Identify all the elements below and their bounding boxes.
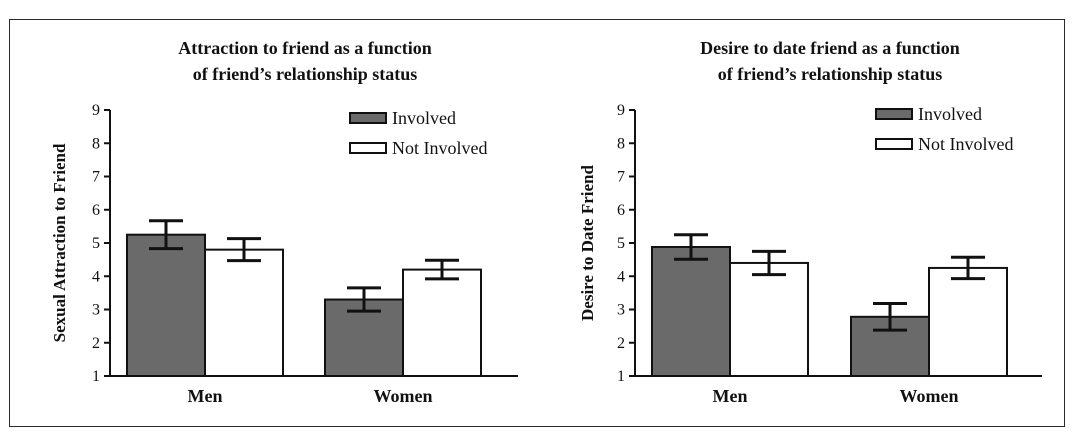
error-bar — [674, 233, 708, 261]
y-tick-label: 9 — [617, 102, 625, 119]
bar-not-involved-women — [402, 268, 482, 378]
x-category-label: Women — [899, 386, 958, 406]
y-tick-label: 1 — [92, 368, 100, 385]
bar-not-involved-men — [204, 248, 284, 377]
y-axis-label: Desire to Date Friend — [578, 164, 597, 320]
bar-not-involved-men — [729, 261, 809, 378]
error-bar — [149, 219, 183, 251]
error-bar — [347, 286, 381, 313]
chart-title-line: Desire to date friend as a function — [700, 38, 960, 58]
x-category-label: Women — [373, 386, 432, 406]
legend-label: Involved — [392, 108, 456, 128]
y-tick-label: 7 — [617, 169, 625, 186]
x-category-label: Men — [713, 386, 748, 406]
y-tick-label: 4 — [92, 268, 100, 285]
error-bar — [227, 237, 261, 263]
legend-swatch — [875, 108, 913, 120]
y-tick-label: 3 — [92, 302, 100, 319]
legend-label: Not Involved — [918, 134, 1013, 154]
y-tick-label: 5 — [92, 235, 100, 252]
error-bar — [951, 255, 985, 281]
y-tick-label: 6 — [92, 202, 100, 219]
error-bar — [425, 258, 459, 281]
y-tick-label: 7 — [92, 169, 100, 186]
error-bar — [873, 302, 907, 332]
chart-title-line: Attraction to friend as a function — [178, 38, 431, 58]
legend: Involved Not Involved — [349, 108, 487, 158]
x-category-label: Men — [188, 386, 223, 406]
chart-title-line: of friend’s relationship status — [718, 64, 943, 84]
legend-label: Not Involved — [392, 138, 487, 158]
bar-involved-men — [651, 245, 731, 377]
y-tick-label: 2 — [92, 335, 100, 352]
figure-frame — [9, 19, 1065, 427]
chart-title-line: of friend’s relationship status — [193, 64, 418, 84]
y-tick-label: 1 — [617, 368, 625, 385]
chart-panel-1: Attraction to friend as a function of fri… — [50, 38, 518, 406]
legend: Involved Not Involved — [875, 104, 1013, 154]
legend-swatch — [349, 112, 387, 124]
y-tick-label: 8 — [617, 135, 625, 152]
legend-swatch — [875, 138, 913, 150]
y-tick-label: 5 — [617, 235, 625, 252]
error-bar — [752, 249, 786, 277]
y-tick-label: 2 — [617, 335, 625, 352]
legend-swatch — [349, 142, 387, 154]
chart-panel-2: Desire to date friend as a function of fr… — [578, 38, 1042, 406]
bar-not-involved-women — [928, 266, 1008, 377]
y-tick-label: 4 — [617, 268, 625, 285]
legend-label: Involved — [918, 104, 982, 124]
y-tick-label: 3 — [617, 302, 625, 319]
y-tick-label: 9 — [92, 102, 100, 119]
bar-involved-men — [126, 233, 206, 377]
y-tick-label: 8 — [92, 135, 100, 152]
y-axis-label: Sexual Attraction to Friend — [50, 143, 69, 342]
y-tick-label: 6 — [617, 202, 625, 219]
